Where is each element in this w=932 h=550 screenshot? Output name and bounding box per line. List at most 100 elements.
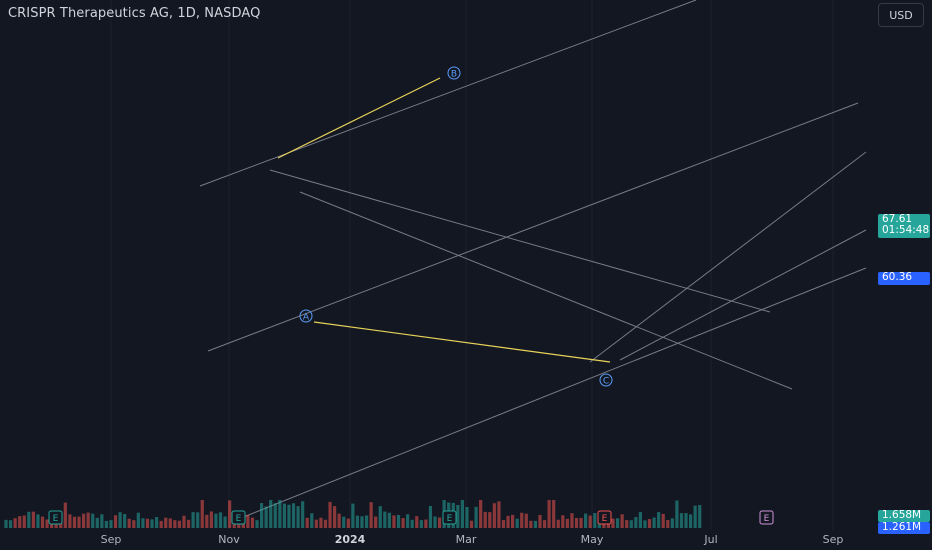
volume-bar <box>488 512 492 528</box>
volume-bar <box>620 514 624 528</box>
volume-bar <box>364 515 369 528</box>
volume-tag-secondary: 1.261M <box>878 522 930 534</box>
channel-line <box>619 229 867 361</box>
volume-bar <box>164 517 168 528</box>
volume-bar <box>223 516 227 528</box>
volume-bar <box>428 506 433 528</box>
volume-bar <box>273 503 277 528</box>
volume-bar <box>155 517 159 528</box>
volume-bar <box>689 514 693 528</box>
volume-bar <box>305 517 309 528</box>
volume-bar <box>579 517 583 528</box>
wave-labels: A B C <box>299 66 613 387</box>
earnings-badge <box>597 510 612 525</box>
volume-bar <box>159 520 163 528</box>
volume-bar <box>374 516 378 528</box>
volume-bar <box>474 506 478 528</box>
volume-bar <box>123 514 127 528</box>
earnings-badge <box>231 510 246 525</box>
volume-bar <box>383 511 387 528</box>
volume-bar <box>643 520 647 528</box>
volume-bar <box>228 500 232 528</box>
volume-bar <box>196 512 200 528</box>
channel-line <box>207 102 859 352</box>
volume-bar <box>209 511 213 528</box>
volume-bar <box>570 513 574 528</box>
volume-bar <box>574 517 579 528</box>
volume-bar <box>433 516 437 528</box>
volume-bar <box>392 515 396 528</box>
volume-bar <box>666 520 670 528</box>
volume-bar <box>13 518 17 528</box>
volume-histogram <box>4 500 702 528</box>
channel-line <box>235 267 867 521</box>
volume-bar <box>100 514 104 528</box>
volume-bar <box>342 516 346 528</box>
volume-bar <box>387 512 391 528</box>
volume-bar <box>479 500 483 528</box>
volume-bar <box>36 514 40 528</box>
volume-bar <box>469 520 474 528</box>
volume-bar <box>456 505 460 528</box>
bar-countdown: 01:54:48 <box>882 224 930 236</box>
volume-bar <box>246 515 250 528</box>
earnings-badge <box>759 510 774 525</box>
volume-bar <box>333 506 337 528</box>
volume-bar <box>638 512 642 528</box>
volume-bar <box>77 516 81 528</box>
volume-bar <box>168 518 172 528</box>
volume-bar <box>323 519 328 528</box>
volume-bar <box>355 515 360 528</box>
volume-bar <box>95 517 99 528</box>
wave-label: B <box>451 70 457 80</box>
earnings-letter: E <box>602 514 608 524</box>
time-tick-label: 2024 <box>335 533 366 546</box>
volume-bar <box>319 517 323 528</box>
earnings-badge <box>442 510 457 525</box>
volume-bar <box>511 514 515 528</box>
volume-bar <box>191 512 195 528</box>
volume-bar <box>182 515 186 528</box>
volume-bar <box>497 501 501 528</box>
volume-bar <box>547 500 551 528</box>
volume-bar <box>31 511 35 528</box>
volume-bar <box>264 506 268 528</box>
volume-bar <box>401 518 405 528</box>
symbol-title: CRISPR Therapeutics AG, 1D, NASDAQ <box>8 6 261 21</box>
time-axis[interactable]: Sep Nov 2024 Mar May Jul Sep <box>101 533 844 546</box>
wave-trendline <box>313 321 611 363</box>
volume-bar <box>278 500 282 528</box>
currency-button[interactable]: USD <box>878 3 924 27</box>
volume-bar <box>45 519 49 528</box>
volume-bar <box>91 513 95 528</box>
volume-bar <box>314 519 318 528</box>
volume-bar <box>173 520 177 528</box>
volume-bar <box>529 520 533 528</box>
volume-bar <box>369 502 373 528</box>
volume-bar <box>520 512 524 528</box>
volume-bar <box>538 515 542 528</box>
volume-bar <box>72 516 77 528</box>
volume-bar <box>328 501 332 528</box>
volume-bar <box>109 520 113 528</box>
volume-bar <box>27 511 31 528</box>
volume-bar <box>141 518 145 528</box>
time-tick-label: Jul <box>703 533 717 546</box>
volume-bar <box>291 503 296 528</box>
volume-bar <box>524 513 528 528</box>
channel-line <box>199 0 697 187</box>
volume-bar <box>561 515 565 528</box>
earnings-letter: E <box>764 514 770 524</box>
volume-bar <box>150 519 154 528</box>
volume-bar <box>698 505 702 528</box>
time-tick-label: Sep <box>101 533 122 546</box>
volume-bar <box>684 513 688 528</box>
volume-bar <box>396 514 401 528</box>
volume-bar <box>4 519 8 528</box>
wave-trendline <box>277 77 441 159</box>
volume-bar <box>424 519 428 528</box>
volume-bar <box>652 517 656 528</box>
volume-bar <box>218 512 223 528</box>
